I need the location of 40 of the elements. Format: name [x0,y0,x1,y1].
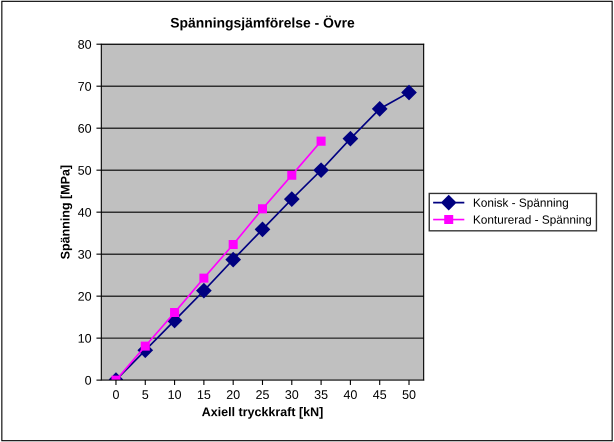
y-tick-label: 80 [78,40,92,49]
point [342,131,358,146]
x-tick-label: 20 [226,390,240,400]
y-tick-label: 30 [78,250,92,259]
x-tick-label: 5 [142,390,148,400]
y-axis-title: Spänning [MPa] [60,166,72,260]
point [140,342,150,351]
x-tick-label: 45 [373,390,386,400]
legend-label: Konturerad - Spänning [474,215,591,226]
point [314,162,329,178]
point [316,136,326,146]
point [228,240,238,250]
y-tick-label: 20 [78,292,92,301]
point [258,204,267,214]
point [372,101,388,116]
x-tick-label: 40 [344,390,357,400]
legend-label: Konisk - Spänning [474,198,568,210]
x-axis-title: Axiell tryckkraft [kN] [202,407,323,419]
y-tick-label: 0 [85,376,92,385]
x-tick-label: 50 [402,390,416,400]
y-tick-label: 60 [78,124,92,133]
point [170,308,180,318]
chart-title: Spänningsjämförelse - Övre [170,16,354,30]
x-tick-label: 30 [285,390,298,400]
x-tick-label: 15 [198,390,210,400]
y-tick-label: 40 [78,208,92,217]
point [401,84,417,100]
point [226,252,241,268]
point [254,222,270,237]
point [287,170,296,180]
point [196,283,212,298]
y-tick-label: 50 [78,166,92,175]
x-tick-label: 10 [168,390,182,400]
point [199,274,208,283]
y-tick-label: 70 [78,82,92,91]
y-tick-label: 10 [78,334,92,343]
x-tick-label: 25 [256,390,269,400]
x-tick-label: 0 [112,390,119,400]
x-tick-label: 35 [314,390,328,400]
point [284,192,300,207]
